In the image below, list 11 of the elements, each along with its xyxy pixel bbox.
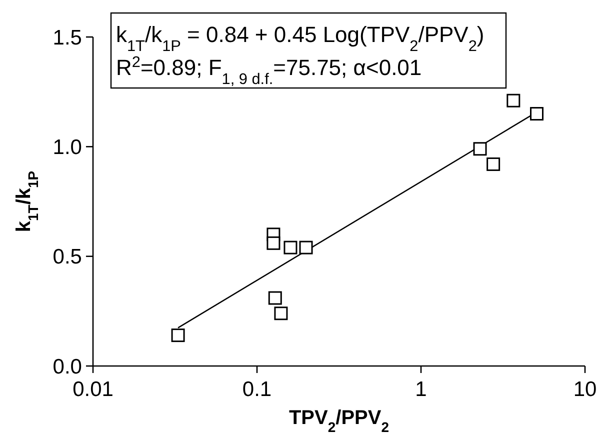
y-tick-label: 1.5 [52, 26, 82, 50]
y-tick-label: 0.0 [52, 355, 82, 378]
annotation: R$^{2}$=0.89; F$_{1, 9 d.f.}$=75.75; α<0.01 [116, 54, 422, 88]
y-tick-label: 1.0 [52, 136, 82, 160]
x-tick-label: 1 [415, 378, 427, 401]
x-axis-title: TPV$_{2}$/PPV$_{2}$ [288, 407, 390, 435]
x-tick-label: 0.1 [242, 378, 272, 401]
x-tick-label: 10 [573, 378, 597, 401]
text: k$_{1T}$/k$_{1P}$ = 0.84 + 0.45 Log(TPV$_{2}$/PPV$_{2}$) [116, 22, 484, 54]
y-tick-label: 0.5 [52, 246, 82, 269]
x-tick-label: 0.01 [72, 378, 114, 401]
